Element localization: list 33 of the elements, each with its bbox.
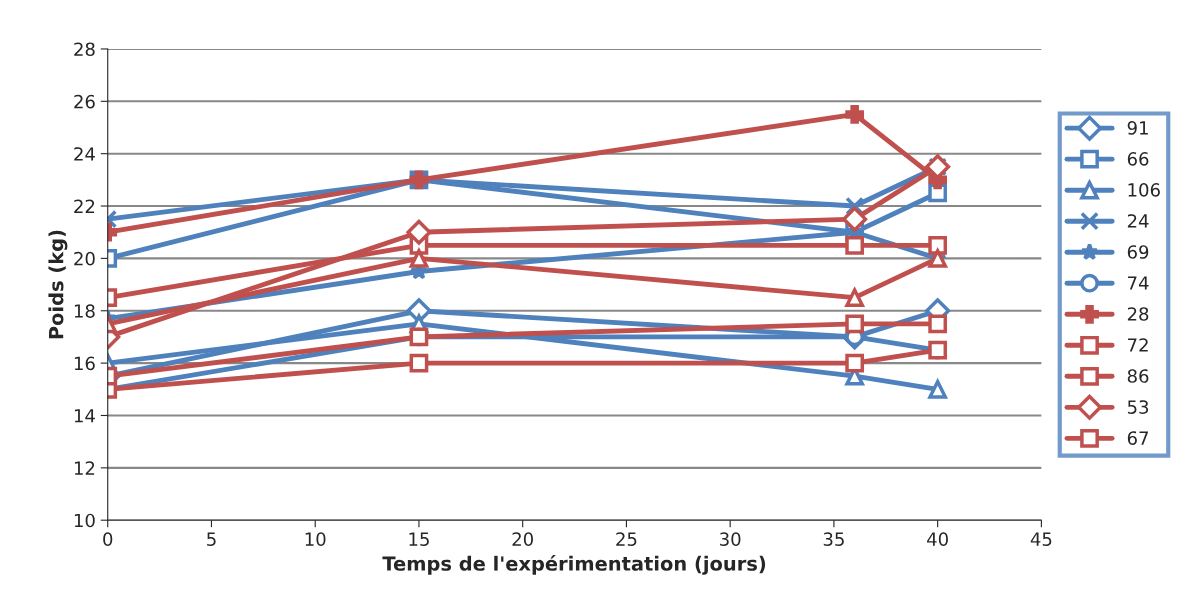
y-tick-label: 22 bbox=[74, 199, 95, 213]
x-tick-label: 40 bbox=[927, 532, 948, 546]
x-axis-title: Temps de l'expérimentation (jours) bbox=[382, 555, 766, 575]
legend-label: 66 bbox=[1127, 152, 1149, 166]
legend-label: 74 bbox=[1128, 276, 1149, 290]
x-tick-label: 10 bbox=[305, 532, 326, 546]
y-tick-label: 18 bbox=[74, 304, 95, 318]
y-tick-label: 20 bbox=[74, 251, 95, 266]
x-tick-label: 0 bbox=[103, 532, 113, 546]
legend-label: 28 bbox=[1127, 307, 1149, 321]
x-tick-label: 5 bbox=[207, 532, 216, 546]
y-tick-label: 10 bbox=[74, 513, 95, 528]
y-tick-label: 16 bbox=[74, 356, 95, 371]
y-tick-label: 24 bbox=[74, 147, 95, 161]
x-tick-label: 35 bbox=[823, 532, 844, 546]
x-tick-label: 45 bbox=[1030, 532, 1052, 546]
legend-label: 91 bbox=[1127, 121, 1148, 135]
legend-label: 69 bbox=[1127, 245, 1149, 259]
legend-label: 106 bbox=[1128, 183, 1160, 197]
x-tick-label: 30 bbox=[720, 532, 741, 546]
legend-label: 24 bbox=[1127, 214, 1149, 228]
x-tick-label: 20 bbox=[512, 532, 533, 546]
legend-label: 72 bbox=[1128, 338, 1148, 352]
legend-label: 86 bbox=[1127, 369, 1149, 383]
legend-label: 67 bbox=[1127, 431, 1148, 445]
x-tick-label: 15 bbox=[409, 532, 429, 546]
y-axis-title: Poids (kg) bbox=[48, 230, 68, 339]
y-tick-label: 28 bbox=[74, 42, 95, 57]
y-tick-label: 26 bbox=[74, 94, 95, 109]
y-tick-label: 12 bbox=[74, 461, 95, 475]
legend-label: 53 bbox=[1127, 400, 1149, 414]
y-tick-label: 14 bbox=[74, 409, 95, 423]
x-tick-label: 25 bbox=[616, 532, 637, 546]
